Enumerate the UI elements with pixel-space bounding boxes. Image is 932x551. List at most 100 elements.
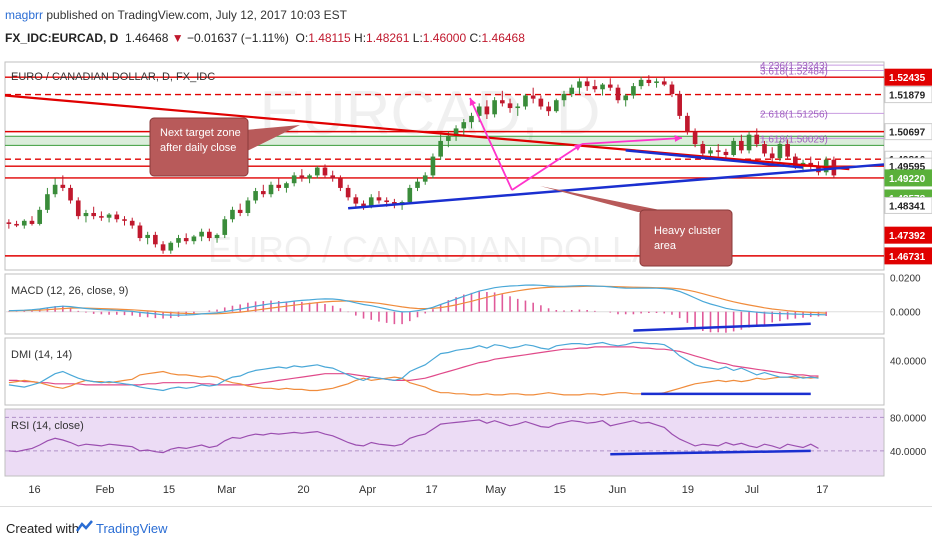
candle: [6, 219, 12, 229]
candle: [160, 241, 166, 254]
rsi-tick: 80.0000: [890, 413, 927, 424]
x-tick-label: Jun: [609, 484, 627, 496]
price-change: −0.01637 (−1.11%): [186, 31, 289, 45]
candle: [75, 197, 81, 220]
candle: [500, 90, 505, 107]
callout-pointer-1: [245, 125, 300, 152]
candle: [762, 140, 767, 157]
open-value: 1.48115: [308, 31, 351, 45]
candle: [654, 78, 659, 88]
candle: [754, 128, 760, 148]
candle: [260, 184, 266, 198]
candle: [492, 97, 497, 118]
rsi-line: [8, 419, 819, 454]
candle: [584, 76, 590, 91]
x-tick-label: 17: [816, 484, 828, 496]
price-tag-2: [884, 123, 932, 141]
candle: [692, 128, 698, 148]
candle: [199, 228, 204, 242]
dmi-pane-frame: [4, 337, 885, 406]
candle: [731, 137, 736, 157]
dmi-pane[interactable]: DMI (14, 14) 40.0000: [4, 337, 927, 406]
candle: [230, 206, 235, 223]
tradingview-logo-icon: [76, 520, 93, 532]
candle: [777, 140, 783, 162]
candle: [376, 191, 382, 204]
x-tick-label: Mar: [217, 484, 236, 496]
candle: [638, 76, 644, 90]
rsi-trendline: [610, 449, 811, 456]
candle: [677, 90, 682, 120]
callout-text-2: area: [654, 240, 677, 252]
candle: [461, 119, 467, 135]
candle: [430, 153, 436, 179]
candle: [237, 203, 243, 217]
candle: [214, 233, 220, 243]
candle: [314, 166, 320, 179]
price-chart-title: EURO / CANADIAN DOLLAR, D, FX_IDC: [11, 71, 215, 83]
close-value: 1.46468: [481, 31, 525, 45]
candle: [507, 98, 513, 113]
dmi-title: DMI (14, 14): [11, 349, 72, 361]
macd-title: MACD (12, 26, close, 9): [11, 285, 128, 297]
candle: [207, 228, 212, 242]
macd-signal-line: [8, 285, 827, 315]
publish-info: magbrr published on TradingView.com, Jul…: [5, 8, 347, 22]
callout-text-1: after daily close: [160, 142, 236, 154]
projection-arrow-3-head: [674, 134, 682, 142]
candle: [91, 206, 96, 220]
created-with-text: Created with: [6, 521, 79, 536]
short-trendline: [625, 149, 804, 169]
last-price: 1.46468: [125, 31, 169, 45]
candle: [685, 112, 690, 135]
candle: [52, 178, 58, 198]
candle: [739, 134, 744, 154]
price-tag-label-5: 1.49220: [889, 174, 926, 185]
candle: [222, 216, 228, 239]
x-tick-label: 16: [28, 484, 40, 496]
candle: [137, 222, 143, 242]
candle: [45, 187, 50, 213]
candle: [299, 169, 305, 182]
projection-arrow-2-head: [574, 144, 582, 151]
tradingview-brand[interactable]: TradingView: [96, 521, 168, 536]
macd-tick: 0.0200: [890, 273, 921, 284]
candle: [607, 78, 613, 91]
candle: [484, 100, 490, 120]
candle: [14, 220, 19, 228]
macd-trendline: [633, 322, 811, 332]
candle: [700, 140, 706, 157]
candle: [361, 200, 366, 210]
candle: [746, 131, 752, 154]
candle: [145, 231, 150, 245]
rsi-pane[interactable]: RSI (14, close) 80.0000 40.0000: [4, 408, 927, 477]
support-band: [5, 136, 884, 146]
candle: [345, 184, 351, 201]
candle: [631, 82, 636, 99]
candle: [669, 81, 675, 98]
candle: [21, 219, 27, 229]
x-tick-label: 20: [297, 484, 309, 496]
price-tag-1: [884, 86, 932, 104]
candle: [523, 93, 528, 110]
price-tag-label-9: 1.46731: [889, 252, 926, 263]
author-link[interactable]: magbrr: [5, 8, 44, 22]
chart-header: magbrr published on TradingView.com, Jul…: [0, 0, 932, 52]
footer: Created with TradingView: [0, 506, 932, 551]
candle: [415, 178, 420, 192]
rsi-title: RSI (14, close): [11, 420, 84, 432]
candle: [785, 139, 790, 160]
candle: [122, 216, 127, 226]
macd-pane[interactable]: MACD (12, 26, close, 9) 0.0200 0.0000: [4, 273, 921, 335]
candle: [284, 181, 289, 193]
candle: [723, 148, 729, 159]
projection-arrow-1: [469, 97, 513, 191]
x-tick-label: Feb: [95, 484, 114, 496]
candle: [83, 209, 89, 223]
x-tick-label: 19: [682, 484, 694, 496]
high-label: H:: [354, 31, 367, 45]
candle: [569, 84, 575, 98]
macd-pane-frame: [4, 273, 885, 335]
